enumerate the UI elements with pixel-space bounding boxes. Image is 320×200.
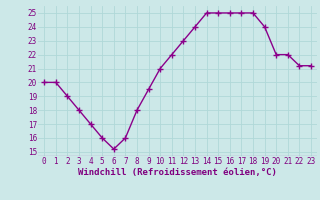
X-axis label: Windchill (Refroidissement éolien,°C): Windchill (Refroidissement éolien,°C) (78, 168, 277, 177)
